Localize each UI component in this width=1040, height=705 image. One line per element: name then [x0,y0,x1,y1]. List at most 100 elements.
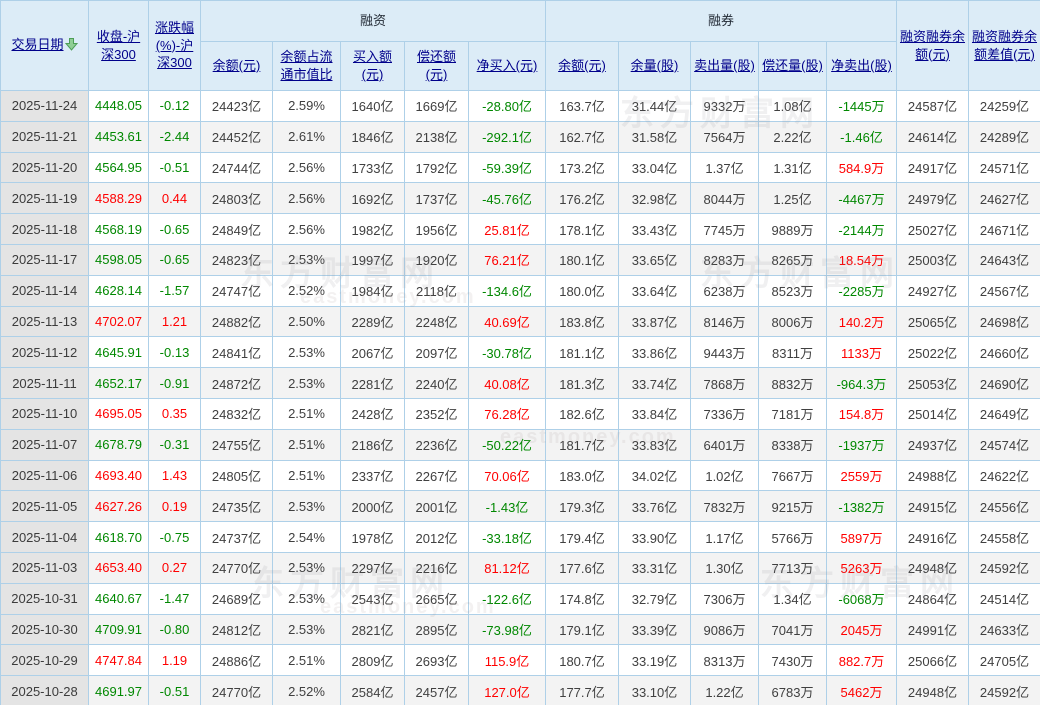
short-quantity: 33.83亿 [618,428,691,461]
short-sell-quantity: 7306万 [690,582,759,615]
table-row: 2025-10-30 4709.91 -0.80 24812亿 2.53% 2821亿 28… [0,613,1040,646]
margin-total-balance: 25003亿 [896,243,969,276]
margin-total-balance: 24917亿 [896,151,969,184]
close-csi300: 4695.05 [88,397,149,430]
financing-balance-ratio: 2.51% [272,644,341,677]
close-csi300: 4628.14 [88,274,149,307]
col-header-short-balance[interactable]: 余额(元) [545,41,619,91]
trade-date: 2025-11-03 [0,551,89,584]
margin-total-balance: 25027亿 [896,213,969,245]
financing-balance: 24886亿 [200,644,273,677]
margin-balance-diff: 24690亿 [968,367,1040,399]
short-repay-quantity: 9215万 [758,490,827,523]
col-header-margin-balance-diff[interactable]: 融资融券余额差值(元) [968,0,1040,91]
financing-repay-amount: 2352亿 [404,397,469,430]
col-header-short-quantity[interactable]: 余量(股) [618,41,691,91]
close-csi300: 4453.61 [88,120,149,153]
margin-total-balance: 24915亿 [896,490,969,523]
financing-net-buy: -292.1亿 [468,120,546,153]
financing-net-buy: 70.06亿 [468,459,546,492]
table-body: 2025-11-24 4448.05 -0.12 24423亿 2.59% 1640亿 16… [0,90,1040,705]
short-repay-quantity: 7181万 [758,397,827,430]
margin-balance-diff: 24289亿 [968,120,1040,153]
col-header-change-pct-csi300[interactable]: 涨跌幅(%)-沪深300 [148,0,201,91]
short-net-sell: 5263万 [826,551,897,584]
financing-net-buy: -50.22亿 [468,428,546,461]
financing-balance: 24849亿 [200,213,273,245]
financing-repay-amount: 2097亿 [404,336,469,369]
short-net-sell: 140.2万 [826,305,897,338]
financing-buy-amount: 2186亿 [340,428,405,461]
col-header-financing-balance-ratio[interactable]: 余额占流通市值比 [272,41,341,91]
financing-buy-amount: 2543亿 [340,582,405,615]
short-balance: 181.3亿 [545,367,619,399]
table-header: 交易日期 收盘-沪深300 涨跌幅(%)-沪深300 融资 融券 融资融券余额(… [0,0,1040,91]
financing-balance-ratio: 2.53% [272,243,341,276]
change-pct-csi300: -1.57 [148,274,201,307]
short-repay-quantity: 1.25亿 [758,182,827,215]
table-row: 2025-11-05 4627.26 0.19 24735亿 2.53% 2000亿 200… [0,490,1040,523]
short-balance: 180.7亿 [545,644,619,677]
col-header-financing-net-buy[interactable]: 净买入(元) [468,41,546,91]
financing-net-buy: 76.28亿 [468,397,546,430]
short-net-sell: 2045万 [826,613,897,646]
change-pct-csi300: 0.19 [148,490,201,523]
financing-repay-amount: 1920亿 [404,243,469,276]
col-header-short-repay-quantity[interactable]: 偿还量(股) [758,41,827,91]
financing-repay-amount: 2665亿 [404,582,469,615]
margin-balance-diff: 24567亿 [968,274,1040,307]
table-row: 2025-11-17 4598.05 -0.65 24823亿 2.53% 1997亿 19… [0,243,1040,276]
trade-date: 2025-10-31 [0,582,89,615]
financing-net-buy: -122.6亿 [468,582,546,615]
short-sell-quantity: 7832万 [690,490,759,523]
table-row: 2025-11-07 4678.79 -0.31 24755亿 2.51% 2186亿 22… [0,428,1040,461]
short-quantity: 33.74亿 [618,367,691,399]
col-header-financing-buy-amount[interactable]: 买入额(元) [340,41,405,91]
col-header-margin-total-balance[interactable]: 融资融券余额(元) [896,0,969,91]
short-repay-quantity: 8265万 [758,243,827,276]
col-header-financing-balance[interactable]: 余额(元) [200,41,273,91]
short-sell-quantity: 7564万 [690,120,759,153]
margin-balance-diff: 24514亿 [968,582,1040,615]
change-pct-csi300: -0.31 [148,428,201,461]
financing-balance-ratio: 2.53% [272,613,341,646]
margin-balance-diff: 24643亿 [968,243,1040,276]
margin-balance-diff: 24574亿 [968,428,1040,461]
trade-date-label: 交易日期 [11,36,64,52]
financing-net-buy: -73.98亿 [468,613,546,646]
financing-repay-amount: 2216亿 [404,551,469,584]
short-repay-quantity: 2.22亿 [758,120,827,153]
short-quantity: 33.65亿 [618,243,691,276]
col-header-short-net-sell[interactable]: 净卖出(股) [826,41,897,91]
financing-balance-ratio: 2.53% [272,336,341,369]
short-sell-quantity: 1.02亿 [690,459,759,492]
margin-balance-diff: 24259亿 [968,90,1040,122]
financing-net-buy: 115.9亿 [468,644,546,677]
col-header-financing-repay-amount[interactable]: 偿还额(元) [404,41,469,91]
financing-balance: 24423亿 [200,90,273,122]
financing-balance-ratio: 2.56% [272,151,341,184]
margin-balance-diff: 24705亿 [968,644,1040,677]
short-sell-quantity: 7868万 [690,367,759,399]
change-pct-csi300: -0.65 [148,213,201,245]
col-header-close-csi300[interactable]: 收盘-沪深300 [88,0,149,91]
financing-buy-amount: 2281亿 [340,367,405,399]
col-header-trade-date[interactable]: 交易日期 [0,0,89,91]
short-quantity: 33.10亿 [618,675,691,705]
col-header-short-sell-quantity[interactable]: 卖出量(股) [690,41,759,91]
table-row: 2025-11-10 4695.05 0.35 24832亿 2.51% 2428亿 235… [0,397,1040,430]
short-repay-quantity: 1.08亿 [758,90,827,122]
financing-balance: 24872亿 [200,367,273,399]
group-header-short-selling: 融券 [545,0,897,42]
trade-date: 2025-11-24 [0,90,89,122]
short-net-sell: 5462万 [826,675,897,705]
table-row: 2025-10-29 4747.84 1.19 24886亿 2.51% 2809亿 269… [0,644,1040,677]
financing-balance: 24755亿 [200,428,273,461]
financing-repay-amount: 2118亿 [404,274,469,307]
financing-balance: 24770亿 [200,675,273,705]
margin-balance-diff: 24592亿 [968,551,1040,584]
financing-balance: 24823亿 [200,243,273,276]
table-row: 2025-11-19 4588.29 0.44 24803亿 2.56% 1692亿 173… [0,182,1040,215]
short-quantity: 33.19亿 [618,644,691,677]
short-quantity: 33.76亿 [618,490,691,523]
